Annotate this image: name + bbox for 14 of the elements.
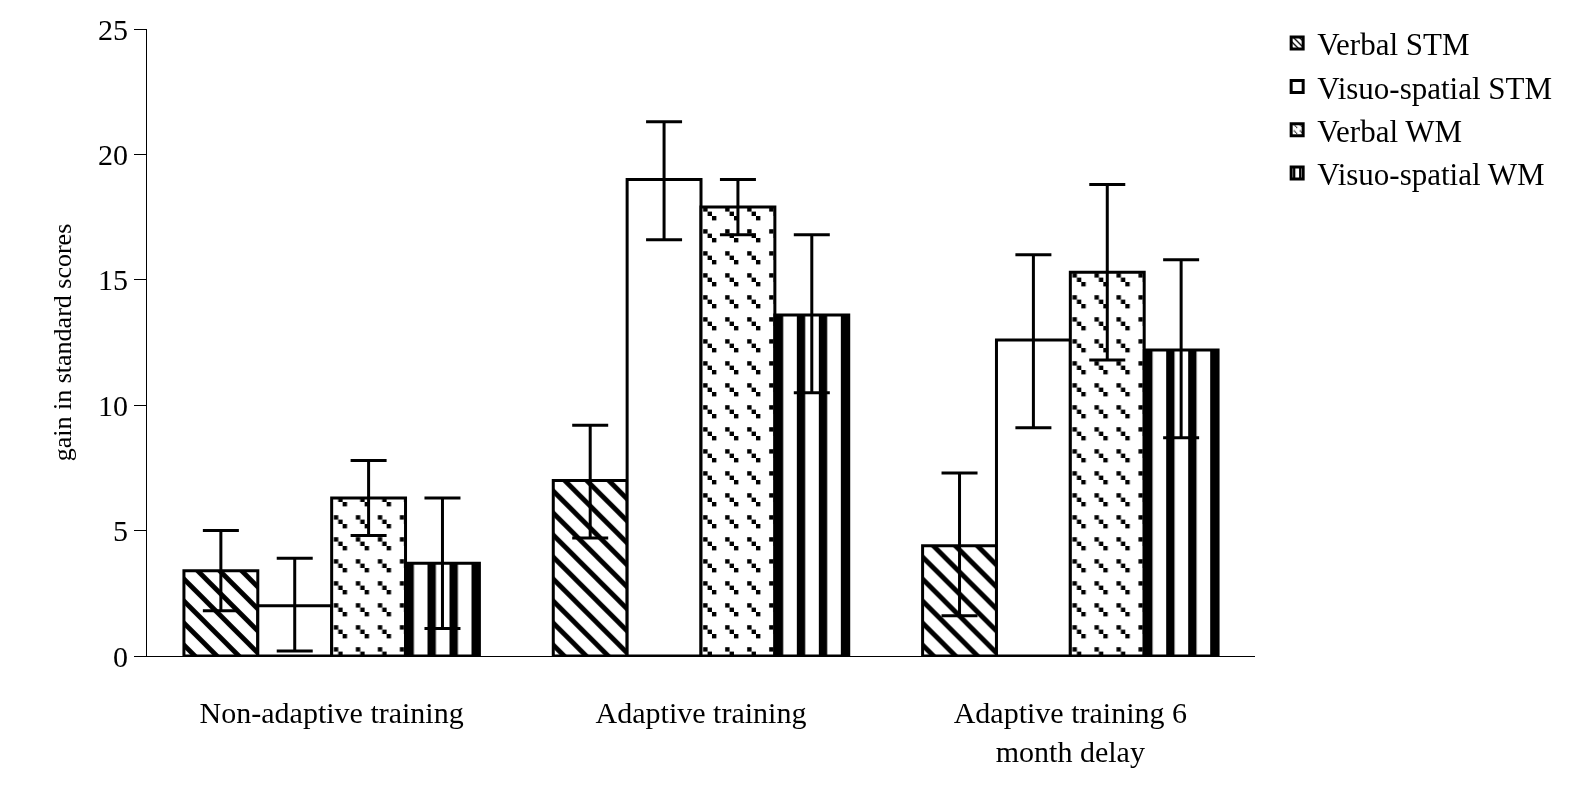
x-tick-label: Non-adaptive training <box>199 696 464 729</box>
x-tick-label: Adaptive training <box>595 696 807 729</box>
y-tick-label: 20 <box>98 137 128 171</box>
y-tick-label: 15 <box>98 263 128 297</box>
legend-label: Verbal WM <box>1317 113 1463 149</box>
legend-label: Visuo-spatial WM <box>1317 157 1545 193</box>
y-axis-title: gain in standard scores <box>48 223 78 462</box>
legend-label: Verbal STM <box>1317 27 1470 63</box>
y-tick-label: 0 <box>113 639 128 673</box>
y-tick-label: 25 <box>98 12 128 46</box>
legend-label: Visuo-spatial STM <box>1317 70 1553 106</box>
y-tick-label: 5 <box>113 514 128 548</box>
x-tick-label: Adaptive training 6 month delay <box>953 696 1187 768</box>
y-tick-label: 10 <box>98 388 128 422</box>
